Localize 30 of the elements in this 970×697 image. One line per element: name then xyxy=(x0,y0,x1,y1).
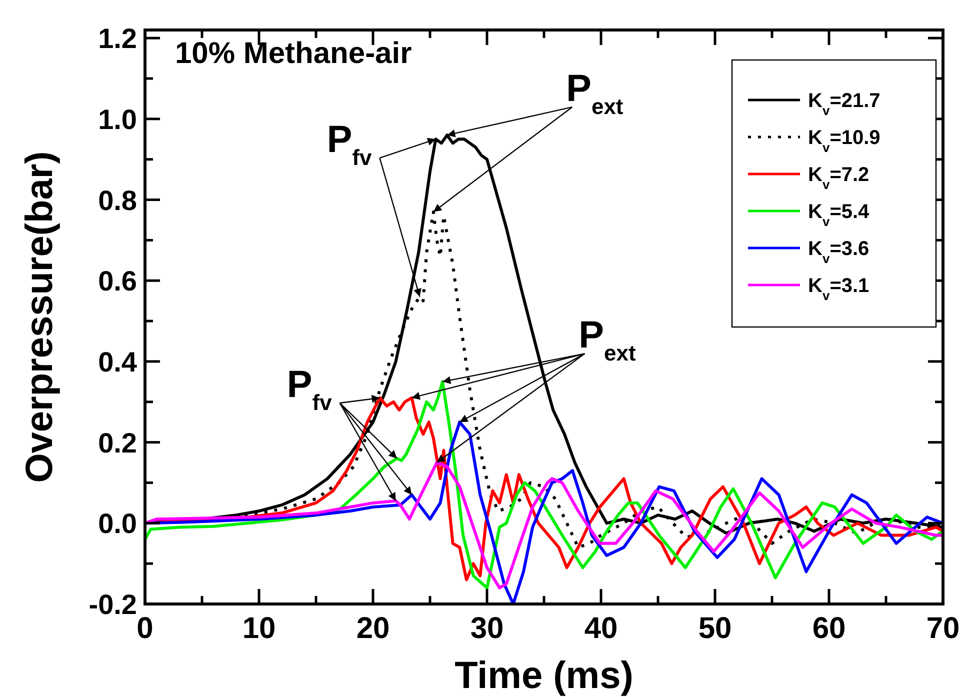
legend-label: K$_{v}$=3.1 xyxy=(808,275,870,302)
y-tick-label: 0.6 xyxy=(98,266,137,297)
y-tick-label: 1.0 xyxy=(98,104,137,135)
chart-title: 10% Methane-air xyxy=(175,37,412,70)
annotation: P$_{fv}$ xyxy=(326,118,373,170)
x-tick-label: 70 xyxy=(926,612,960,645)
y-axis-title: Overpressure(bar) xyxy=(19,151,61,483)
x-tick-label: 40 xyxy=(584,612,618,645)
legend-label: K$_{v}$=5.4 xyxy=(808,201,870,228)
x-tick-label: 20 xyxy=(356,612,390,645)
x-tick-label: 50 xyxy=(698,612,732,645)
line-series xyxy=(144,461,944,590)
annotation: P$_{ext}$ xyxy=(566,68,624,119)
y-tick-label: 0.2 xyxy=(98,427,137,458)
x-tick-label: 30 xyxy=(470,612,504,645)
y-tick-label: 0.4 xyxy=(98,346,138,378)
legend-label: K$_{v}$=21.7 xyxy=(808,90,880,118)
legend-label: K$_{v}$=3.6 xyxy=(808,238,870,266)
annotation: P$_{ext}$ xyxy=(578,314,636,366)
y-tick-label: 0.8 xyxy=(98,184,137,216)
legend-label: K$_{v}$=10.9 xyxy=(808,127,880,154)
legend-label: K$_{v}$=7.2 xyxy=(808,164,870,192)
x-tick-label: 10 xyxy=(242,612,276,645)
annotation: P$_{fv}$ xyxy=(286,364,333,415)
x-tick-label: 60 xyxy=(812,612,846,645)
y-tick-label: -0.2 xyxy=(88,589,137,620)
x-axis-title: Time (ms) xyxy=(454,655,634,697)
x-tick-label: 0 xyxy=(136,612,154,645)
y-tick-label: 1.2 xyxy=(98,23,137,54)
y-tick-label: 0.0 xyxy=(98,508,137,540)
